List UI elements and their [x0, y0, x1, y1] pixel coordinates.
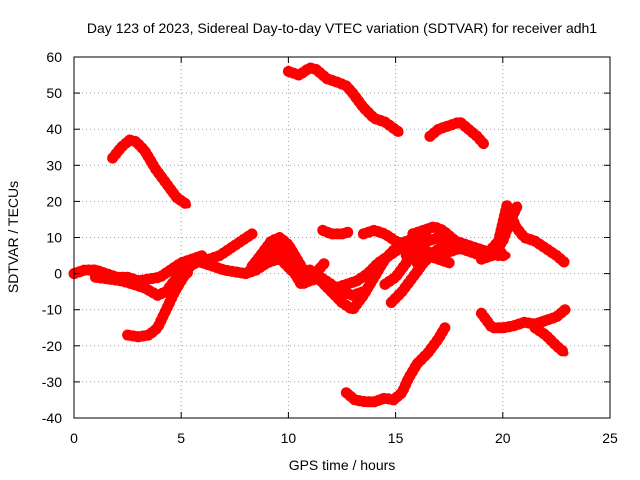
- y-axis-label: SDTVAR / TECUs: [5, 181, 21, 293]
- series-markers-arc-9: [89, 253, 209, 301]
- series-markers-arc-10: [203, 228, 258, 265]
- x-tick-label: 0: [70, 430, 78, 446]
- y-tick-label: 0: [54, 266, 62, 282]
- x-tick-label: 25: [602, 430, 618, 446]
- x-tick-label: 5: [177, 430, 185, 446]
- series-line-arc-5: [342, 324, 449, 406]
- series-layer: [68, 62, 571, 408]
- series-markers-arc-18: [357, 224, 412, 251]
- series-markers-arc-1: [107, 134, 194, 211]
- x-tick-label: 15: [388, 430, 404, 446]
- x-tick-label: 10: [281, 430, 297, 446]
- y-tick-label: -10: [42, 302, 62, 318]
- y-tick-label: -40: [42, 410, 62, 426]
- series-markers-arc-5: [340, 322, 451, 408]
- y-tick-label: 50: [46, 85, 62, 101]
- y-tick-label: -20: [42, 338, 62, 354]
- series-markers-arc-2: [282, 62, 406, 139]
- series-markers-arc-22: [411, 250, 455, 269]
- series-markers-arc-3: [424, 116, 489, 150]
- y-tick-label: 30: [46, 157, 62, 173]
- series-markers-arc-25: [475, 199, 524, 265]
- x-axis-label: GPS time / hours: [289, 457, 396, 473]
- tick-layer: 0 5 10 15 20 25 -40 -30 -20 -10 0 10 20 30 40 50 60: [42, 49, 618, 446]
- y-tick-label: 40: [46, 121, 62, 137]
- chart-title: Day 123 of 2023, Sidereal Day-to-day VTE…: [87, 20, 597, 36]
- series-markers-arc-13: [240, 242, 369, 301]
- y-tick-label: -30: [42, 374, 62, 390]
- x-tick-label: 20: [495, 430, 511, 446]
- series-markers-arc-23: [407, 221, 466, 251]
- y-tick-label: 20: [46, 193, 62, 209]
- y-tick-label: 10: [46, 230, 62, 246]
- series-markers-arc-14: [265, 242, 316, 290]
- series-markers-arc-7: [529, 322, 571, 359]
- series-markers-arc-6: [475, 304, 571, 334]
- series-markers-arc-17: [317, 224, 354, 240]
- y-tick-label: 60: [46, 49, 62, 65]
